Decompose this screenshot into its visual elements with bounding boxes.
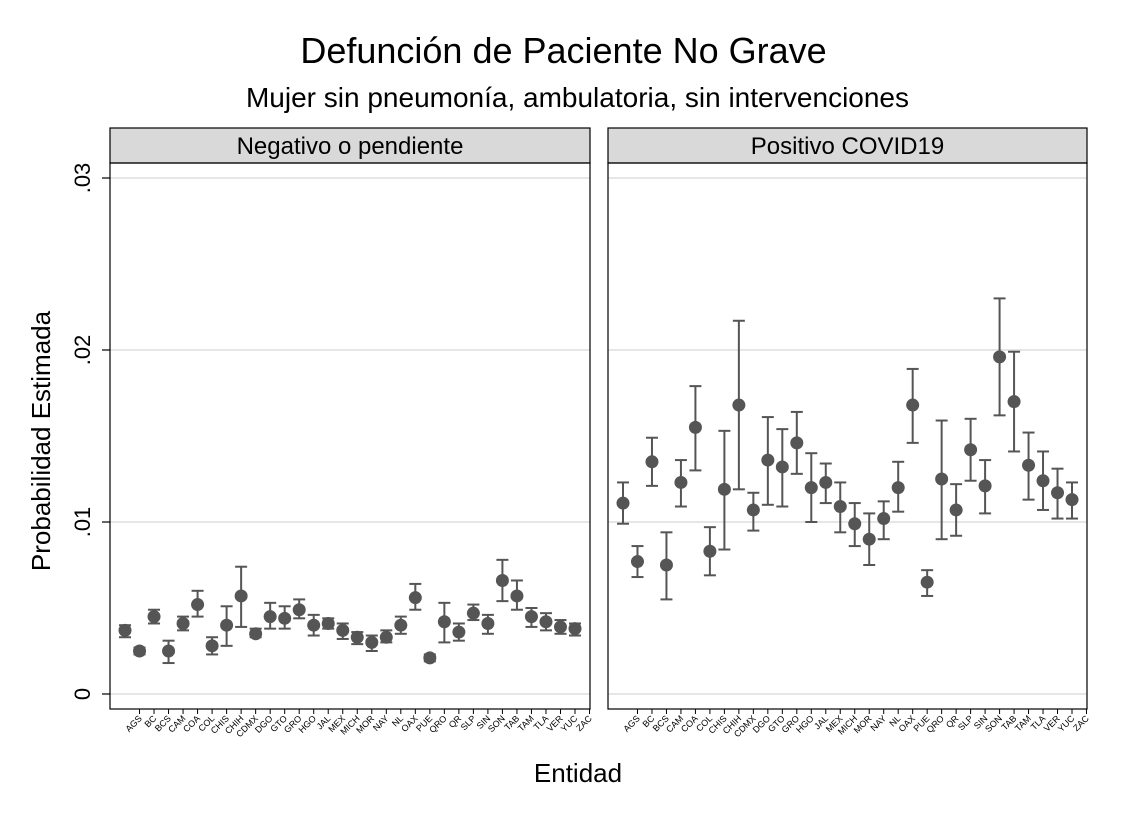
x-tick-label: AGS [621, 713, 642, 734]
x-tick-label: AGS [123, 713, 144, 734]
data-point [790, 436, 804, 450]
data-point [278, 611, 292, 625]
data-point [234, 589, 248, 603]
facet-strip [607, 127, 1088, 164]
data-point [645, 455, 659, 469]
data-point [466, 606, 480, 620]
data-point [1051, 486, 1065, 500]
data-point [495, 573, 509, 587]
data-point [978, 479, 992, 493]
data-point [452, 625, 466, 639]
data-point [220, 618, 234, 632]
y-tick-label: .03 [70, 163, 95, 194]
data-point [147, 610, 161, 624]
data-point [350, 630, 364, 644]
data-point [775, 460, 789, 474]
data-point [674, 475, 688, 489]
facet-strip [109, 127, 591, 164]
data-point [804, 481, 818, 495]
data-point [205, 639, 219, 653]
x-tick-label: ZAC [574, 713, 594, 733]
data-point [408, 591, 422, 605]
y-axis-title: Probabilidad Estimada [26, 310, 56, 571]
data-point [935, 472, 949, 486]
data-point [1065, 493, 1079, 507]
data-point [616, 496, 630, 510]
data-point [394, 618, 408, 632]
data-point [964, 443, 978, 457]
data-point [732, 398, 746, 412]
data-point [703, 544, 717, 558]
data-point [1022, 458, 1036, 472]
data-point [630, 555, 644, 569]
data-point [877, 512, 891, 526]
data-point [133, 644, 147, 658]
data-point [949, 503, 963, 517]
data-point [906, 398, 920, 412]
data-point [920, 575, 934, 589]
data-point [307, 618, 321, 632]
data-point [249, 627, 263, 641]
data-point [993, 350, 1007, 364]
data-point [524, 610, 538, 624]
x-tick-label: ZAC [1071, 713, 1091, 733]
data-point [1036, 474, 1050, 488]
data-point [717, 482, 731, 496]
x-tick-label: NAY [371, 713, 391, 733]
data-point [568, 622, 582, 636]
data-point [321, 616, 335, 630]
y-tick-label: .01 [70, 507, 95, 538]
data-point [292, 603, 306, 617]
data-point [891, 481, 905, 495]
data-point [539, 615, 553, 629]
facet-label: Positivo COVID19 [751, 133, 944, 160]
data-point [688, 420, 702, 434]
data-point [553, 620, 567, 634]
data-point [659, 558, 673, 572]
x-axis-title: Entidad [534, 758, 622, 788]
data-point [761, 453, 775, 467]
data-point [819, 475, 833, 489]
data-point [437, 615, 451, 629]
data-point [833, 500, 847, 514]
data-point [336, 623, 350, 637]
plot-frame [607, 162, 1088, 710]
data-point [510, 589, 524, 603]
data-point [379, 630, 393, 644]
data-point [176, 616, 190, 630]
x-tick-label: QRO [427, 713, 449, 735]
chart-subtitle: Mujer sin pneumonía, ambulatoria, sin in… [245, 82, 910, 113]
data-point [481, 616, 495, 630]
data-point [118, 623, 132, 637]
data-point [423, 651, 437, 665]
data-point [746, 503, 760, 517]
facet-label: Negativo o pendiente [237, 133, 464, 160]
data-point [1007, 395, 1021, 409]
data-point [162, 644, 176, 658]
data-point [848, 517, 862, 531]
chart-title: Defunción de Paciente No Grave [300, 30, 827, 71]
x-tick-label: NAY [868, 713, 888, 733]
plot-frame [109, 162, 591, 710]
data-point [263, 610, 277, 624]
data-point [365, 635, 379, 649]
y-tick-label: .02 [70, 335, 95, 366]
y-tick-label: 0 [70, 688, 95, 700]
data-point [191, 598, 205, 612]
data-point [862, 532, 876, 546]
